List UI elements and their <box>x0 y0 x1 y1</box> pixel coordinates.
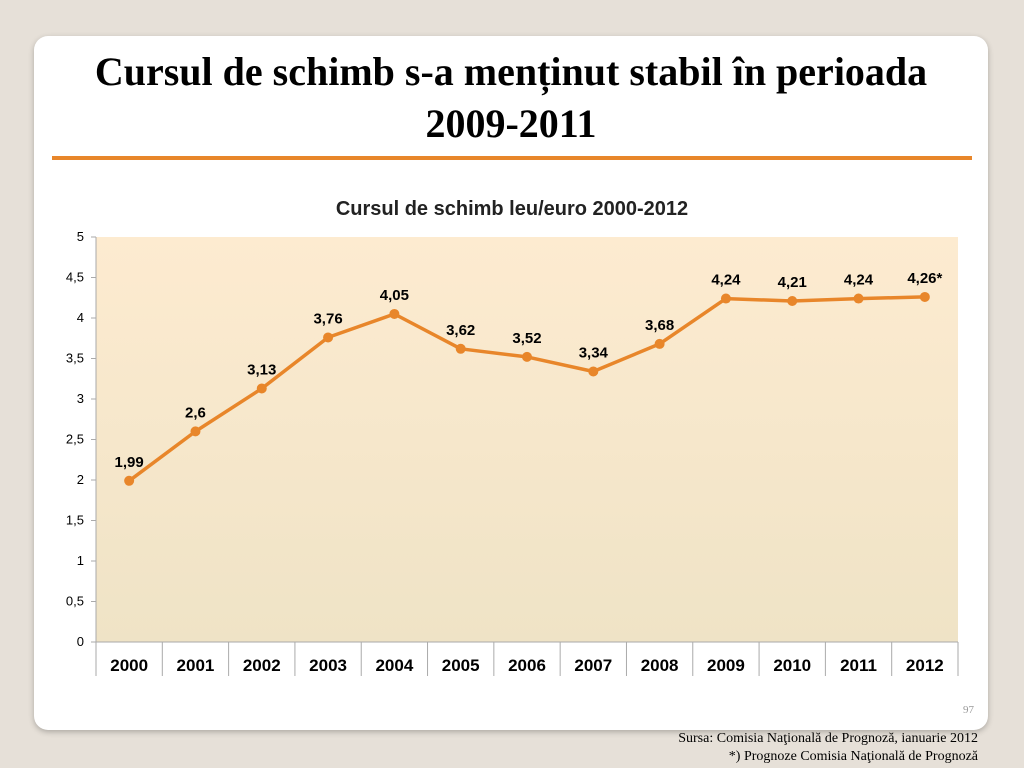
data-point <box>256 383 267 394</box>
data-label: 3,52 <box>512 330 541 347</box>
x-tick-label: 2002 <box>243 656 281 675</box>
data-label: 3,13 <box>247 361 276 378</box>
slide-title: Cursul de schimb s-a menținut stabil în … <box>94 49 928 146</box>
x-tick-label: 2005 <box>442 656 480 675</box>
data-point <box>919 291 930 302</box>
data-label: 1,99 <box>115 454 144 471</box>
x-tick-label: 2012 <box>906 656 944 675</box>
chart-title: Cursul de schimb leu/euro 2000-2012 <box>336 198 688 220</box>
x-tick-label: 2008 <box>641 656 679 675</box>
x-tick-label: 2004 <box>375 656 413 675</box>
data-point <box>323 332 334 343</box>
data-point <box>190 426 201 437</box>
data-point <box>720 293 731 304</box>
data-label: 4,21 <box>778 274 807 291</box>
y-tick-label: 1,5 <box>66 513 84 528</box>
plot-area <box>96 237 958 642</box>
y-tick-label: 5 <box>77 229 84 244</box>
data-label: 3,68 <box>645 317 674 334</box>
data-point <box>787 295 798 306</box>
y-tick-label: 4 <box>77 310 84 325</box>
x-tick-label: 2010 <box>773 656 811 675</box>
data-point <box>588 366 599 377</box>
x-tick-label: 2001 <box>177 656 215 675</box>
y-tick-label: 2,5 <box>66 432 84 447</box>
x-tick-label: 2003 <box>309 656 347 675</box>
data-label: 3,76 <box>313 310 342 327</box>
y-tick-label: 0 <box>77 634 84 649</box>
data-label: 3,34 <box>579 344 609 361</box>
data-point <box>124 475 135 486</box>
data-point <box>455 343 466 354</box>
source-line: Sursa: Comisia Naţională de Prognoză, ia… <box>678 731 978 746</box>
data-point <box>654 338 665 349</box>
data-label: 2,6 <box>185 404 206 421</box>
slide-number: 97 <box>963 704 974 716</box>
x-tick-label: 2009 <box>707 656 745 675</box>
data-point <box>853 293 864 304</box>
forecast-note: *) Prognoze Comisia Naţională de Prognoz… <box>728 749 978 764</box>
data-label: 4,05 <box>380 287 409 304</box>
y-tick-label: 0,5 <box>66 594 84 609</box>
x-tick-label: 2000 <box>110 656 148 675</box>
x-tick-label: 2006 <box>508 656 546 675</box>
y-tick-label: 3 <box>77 391 84 406</box>
data-label: 4,24 <box>844 272 874 289</box>
y-tick-label: 1 <box>77 553 84 568</box>
data-label: 4,26* <box>907 270 942 287</box>
y-tick-label: 2 <box>77 472 84 487</box>
y-tick-label: 3,5 <box>66 351 84 366</box>
title-underline <box>52 156 972 160</box>
y-tick-label: 4,5 <box>66 270 84 285</box>
x-tick-label: 2011 <box>840 656 877 675</box>
x-tick-label: 2007 <box>574 656 612 675</box>
data-label: 3,62 <box>446 322 475 339</box>
data-point <box>522 351 532 362</box>
data-label: 4,24 <box>711 272 741 289</box>
data-point <box>389 308 400 319</box>
source-note: Sursa: Comisia Naţională de Prognoză, ia… <box>678 730 978 766</box>
